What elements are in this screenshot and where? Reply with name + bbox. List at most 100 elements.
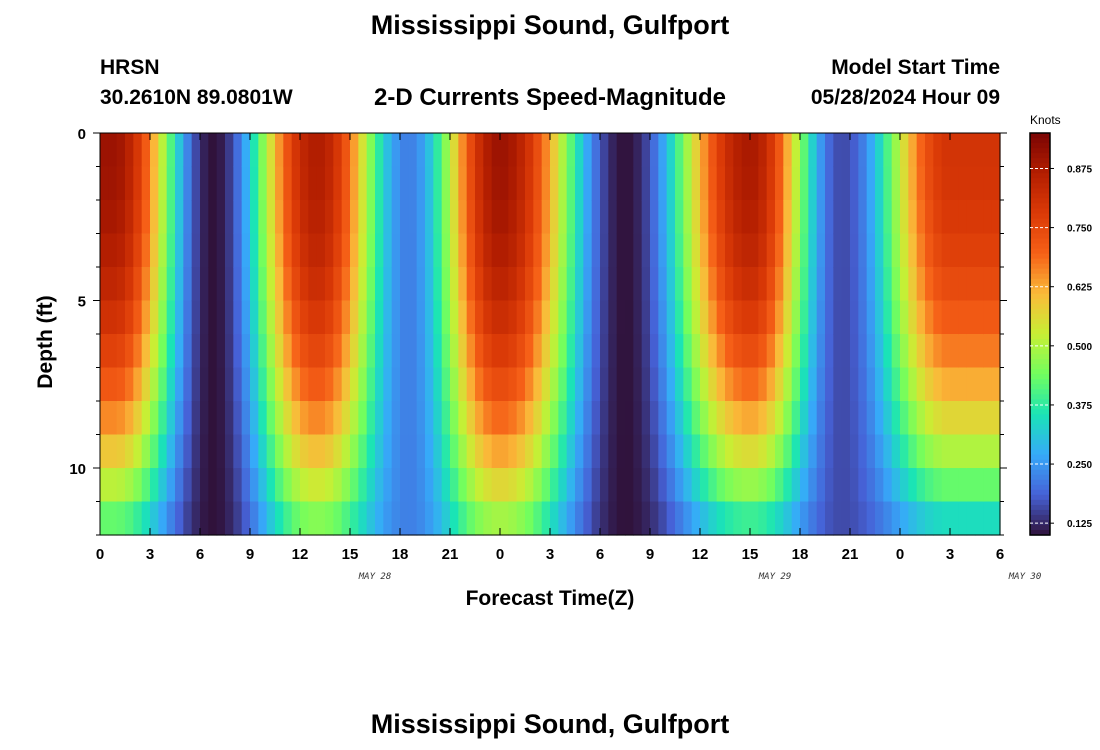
colorbar-tick-label: 0.875: [1067, 164, 1092, 175]
heatmap-cell: [600, 133, 609, 168]
heatmap-cell: [533, 233, 543, 268]
colorbar-tick-label: 0.500: [1067, 342, 1092, 353]
heatmap-cell: [650, 401, 659, 436]
heatmap-cell: [875, 401, 884, 436]
heatmap-cell: [983, 166, 993, 201]
colorbar-segment: [1030, 349, 1050, 355]
heatmap-cell: [866, 334, 876, 369]
heatmap-cell: [566, 267, 576, 302]
heatmap-cell: [175, 401, 184, 436]
heatmap-cell: [850, 233, 859, 268]
heatmap-cell: [550, 434, 559, 469]
heatmap-cell: [291, 133, 301, 168]
heatmap-cell: [633, 200, 643, 235]
heatmap-cell: [350, 200, 359, 235]
heatmap-cell: [583, 200, 593, 235]
heatmap-cell: [533, 334, 543, 369]
heatmap-cell: [725, 233, 734, 268]
heatmap-cell: [925, 200, 934, 235]
heatmap-cell: [466, 300, 476, 335]
heatmap-cell: [150, 233, 159, 268]
heatmap-cell: [383, 401, 393, 436]
heatmap-cell: [675, 133, 684, 168]
heatmap-cell: [925, 401, 934, 436]
heatmap-cell: [908, 267, 918, 302]
heatmap-cell: [291, 501, 301, 536]
colorbar-segment: [1030, 288, 1050, 295]
heatmap-cell: [200, 200, 209, 235]
heatmap-cell: [858, 401, 868, 436]
heatmap-cell: [433, 233, 443, 268]
heatmap-cell: [950, 166, 959, 201]
heatmap-cell: [283, 133, 293, 168]
heatmap-cell: [750, 133, 759, 168]
colorbar-segment: [1030, 218, 1050, 225]
heatmap-cell: [808, 434, 818, 469]
heatmap-cell: [300, 468, 309, 503]
heatmap-cell: [691, 267, 701, 302]
heatmap-cell: [833, 367, 843, 402]
heatmap-cell: [541, 133, 551, 168]
heatmap-cell: [933, 468, 943, 503]
heatmap-cell: [641, 233, 651, 268]
heatmap-cell: [566, 367, 576, 402]
heatmap-cell: [675, 401, 684, 436]
heatmap-cell: [825, 367, 834, 402]
colorbar-segment: [1030, 173, 1050, 179]
heatmap-cell: [708, 468, 718, 503]
heatmap-cell: [400, 267, 409, 302]
heatmap-cell: [433, 401, 443, 436]
heatmap-cell: [633, 267, 643, 302]
heatmap-cell: [941, 166, 951, 201]
heatmap-cell: [808, 200, 818, 235]
heatmap-cell: [933, 233, 943, 268]
heatmap-cell: [316, 233, 326, 268]
heatmap-cell: [150, 200, 159, 235]
heatmap-cell: [466, 166, 476, 201]
heatmap-cell: [633, 367, 643, 402]
colorbar-segment: [1030, 323, 1050, 330]
heatmap-cell: [216, 200, 226, 235]
heatmap-cell: [325, 166, 334, 201]
heatmap-cell: [900, 367, 909, 402]
heatmap-cell: [491, 233, 501, 268]
heatmap-cell: [166, 166, 176, 201]
colorbar-segment: [1030, 258, 1050, 265]
heatmap-cell: [200, 468, 209, 503]
heatmap-cell: [900, 233, 909, 268]
heatmap-cell: [758, 334, 768, 369]
heatmap-cell: [666, 300, 676, 335]
heatmap-cell: [541, 300, 551, 335]
heatmap-cell: [750, 468, 759, 503]
heatmap-cell: [933, 334, 943, 369]
heatmap-cell: [550, 200, 559, 235]
colorbar-segment: [1030, 183, 1050, 189]
heatmap-cell: [950, 267, 959, 302]
heatmap-cell: [608, 200, 618, 235]
heatmap-cell: [108, 434, 118, 469]
heatmap-cell: [133, 133, 143, 168]
heatmap-cell: [591, 501, 601, 536]
heatmap-cell: [733, 367, 743, 402]
heatmap-cell: [125, 501, 134, 536]
heatmap-cell: [608, 133, 618, 168]
heatmap-cell: [391, 468, 401, 503]
heatmap-cell: [300, 233, 309, 268]
heatmap-cell: [166, 468, 176, 503]
heatmap-cell: [808, 334, 818, 369]
heatmap-cell: [850, 501, 859, 536]
heatmap-cell: [991, 133, 1001, 168]
heatmap-cell: [900, 300, 909, 335]
heatmap-cell: [691, 133, 701, 168]
heatmap-cell: [466, 468, 476, 503]
heatmap-cell: [158, 300, 168, 335]
heatmap-cell: [575, 166, 584, 201]
heatmap-cell: [483, 267, 493, 302]
heatmap-cell: [600, 233, 609, 268]
heatmap-cell: [675, 501, 684, 536]
heatmap-cell: [716, 501, 726, 536]
heatmap-cell: [550, 133, 559, 168]
heatmap-cell: [383, 334, 393, 369]
heatmap-cell: [483, 468, 493, 503]
heatmap-cell: [475, 401, 484, 436]
